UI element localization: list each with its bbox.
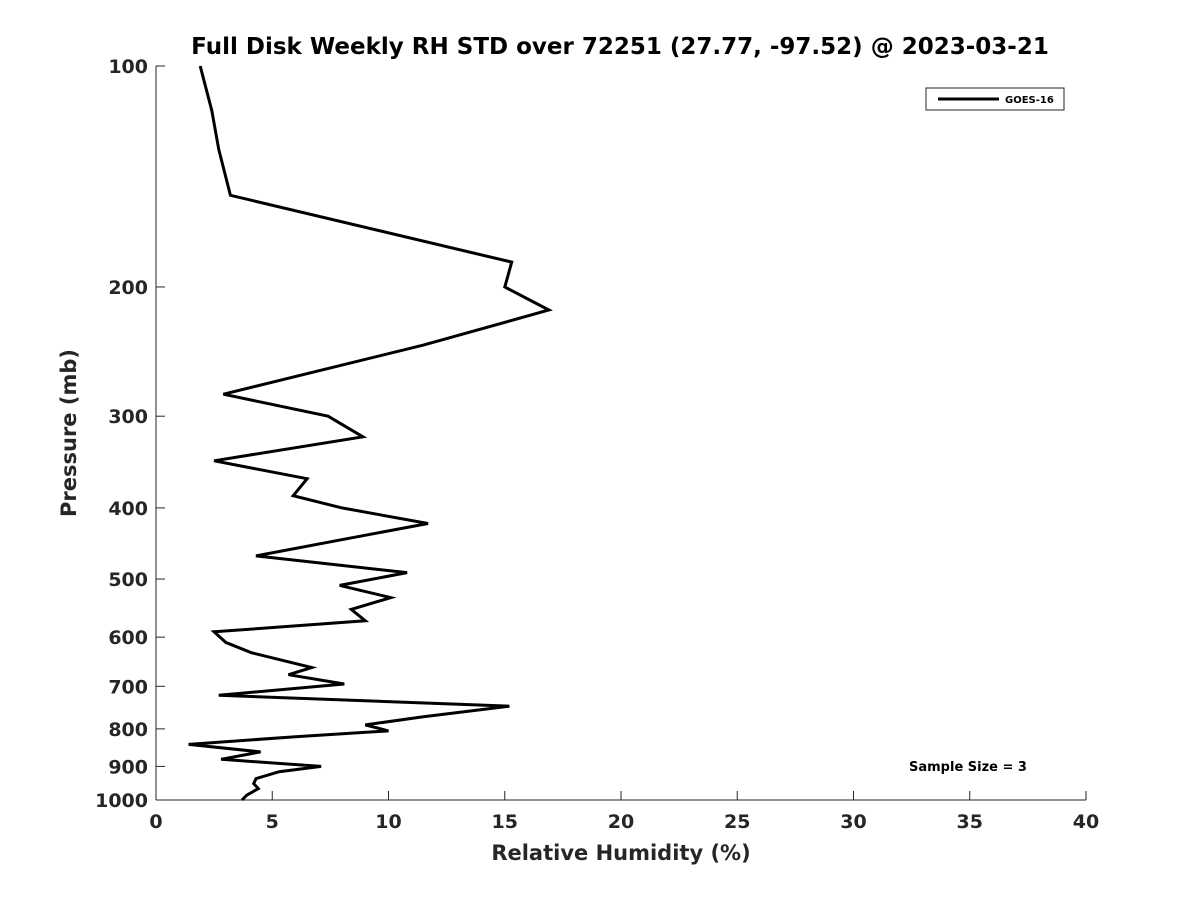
- y-tick-label: 900: [108, 756, 148, 778]
- y-tick-label: 800: [108, 719, 148, 741]
- legend-label-goes-16: GOES-16: [1005, 95, 1054, 106]
- x-tick-label: 15: [492, 811, 518, 833]
- y-tick-label: 500: [108, 569, 148, 591]
- chart-title: Full Disk Weekly RH STD over 72251 (27.7…: [191, 34, 1049, 60]
- sample-size-annotation: Sample Size = 3: [909, 760, 1027, 775]
- y-tick-label: 400: [108, 498, 148, 520]
- legend: GOES-16: [925, 87, 1065, 111]
- y-tick-label: 600: [108, 627, 148, 649]
- y-tick-label: 200: [108, 277, 148, 299]
- x-axis-label: Relative Humidity (%): [491, 841, 750, 865]
- axes: [155, 66, 1086, 801]
- y-axis-label: Pressure (mb): [57, 349, 81, 517]
- x-tick-label: 35: [957, 811, 983, 833]
- x-tick-label: 25: [724, 811, 750, 833]
- y-tick-label: 700: [108, 676, 148, 698]
- y-tick-label: 300: [108, 406, 148, 428]
- x-tick-label: 0: [149, 811, 162, 833]
- y-tick-label: 1000: [95, 790, 148, 812]
- x-ticks: 0 5 10 15 20 25 30 35 40: [149, 791, 1099, 833]
- x-tick-label: 5: [266, 811, 279, 833]
- y-tick-label: 100: [108, 56, 148, 78]
- series-line-goes-16: [188, 65, 553, 802]
- series-group: [188, 65, 553, 802]
- x-tick-label: 30: [840, 811, 866, 833]
- x-tick-label: 40: [1073, 811, 1099, 833]
- x-tick-label: 10: [375, 811, 401, 833]
- y-ticks: 100 200 300 400 500 600 700 800 900 1000: [95, 56, 165, 812]
- x-tick-label: 20: [608, 811, 634, 833]
